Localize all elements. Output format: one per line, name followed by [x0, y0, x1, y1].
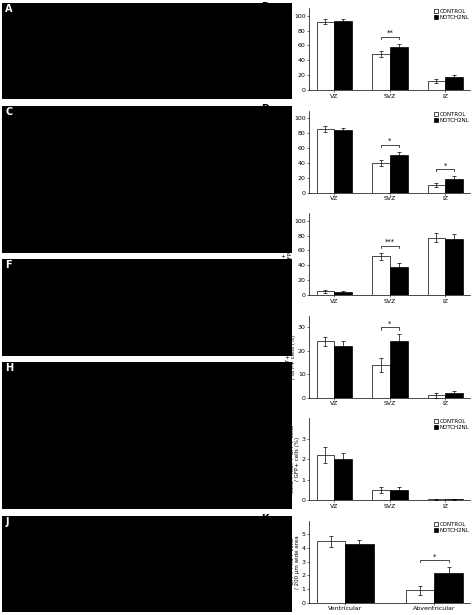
- Bar: [334, 459, 352, 500]
- Text: G: G: [261, 309, 269, 319]
- Bar: [428, 81, 445, 90]
- Text: J: J: [5, 517, 9, 526]
- Bar: [406, 590, 435, 603]
- Bar: [372, 490, 390, 500]
- Text: I: I: [261, 411, 264, 422]
- Bar: [317, 292, 334, 295]
- Bar: [317, 541, 345, 603]
- Text: A: A: [5, 4, 13, 14]
- Y-axis label: Ki67+ GFP+ cells
/ GFP+ cells (%): Ki67+ GFP+ cells / GFP+ cells (%): [282, 128, 293, 176]
- Bar: [428, 185, 445, 192]
- Text: *: *: [444, 162, 447, 169]
- Bar: [428, 499, 445, 500]
- Legend: CONTROL, NOTCH2NL: CONTROL, NOTCH2NL: [433, 419, 470, 430]
- Y-axis label: Ki67- BrdU+ GFP+ cells
/ BrdU+ GFP+ cells (%): Ki67- BrdU+ GFP+ cells / BrdU+ GFP+ cell…: [282, 222, 293, 287]
- Bar: [317, 341, 334, 398]
- Bar: [390, 156, 408, 192]
- Bar: [317, 22, 334, 90]
- Legend: CONTROL, NOTCH2NL: CONTROL, NOTCH2NL: [433, 111, 470, 123]
- Y-axis label: PCNA+ GFP+ cells /
GFP+ cells (%): PCNA+ GFP+ cells / GFP+ cells (%): [282, 22, 293, 76]
- Bar: [428, 238, 445, 295]
- Text: K: K: [261, 514, 268, 524]
- Bar: [428, 395, 445, 398]
- Bar: [334, 130, 352, 192]
- Text: C: C: [5, 107, 12, 117]
- Text: H: H: [5, 363, 13, 373]
- Y-axis label: Tbr2+ Ki67+ GFP+ cells
/ GFP+ cells (%): Tbr2+ Ki67+ GFP+ cells / GFP+ cells (%): [286, 323, 296, 390]
- Text: ***: ***: [385, 239, 395, 245]
- Bar: [445, 77, 463, 90]
- Text: E: E: [261, 207, 267, 216]
- Bar: [445, 393, 463, 398]
- Bar: [372, 54, 390, 90]
- Bar: [334, 21, 352, 90]
- Bar: [317, 455, 334, 500]
- Bar: [390, 47, 408, 90]
- Legend: CONTROL, NOTCH2NL: CONTROL, NOTCH2NL: [433, 522, 470, 533]
- Text: **: **: [386, 30, 393, 36]
- Bar: [445, 239, 463, 295]
- Text: *: *: [433, 554, 436, 560]
- Text: *: *: [388, 138, 392, 144]
- Text: B: B: [261, 2, 268, 12]
- Bar: [334, 346, 352, 398]
- Bar: [345, 544, 374, 603]
- Bar: [372, 163, 390, 192]
- Bar: [435, 573, 463, 603]
- Bar: [334, 292, 352, 295]
- Bar: [445, 180, 463, 192]
- Y-axis label: Sox2+ Ki67+ GFP+ cells
/ GFP+ cells (%): Sox2+ Ki67+ GFP+ cells / GFP+ cells (%): [290, 425, 301, 493]
- Legend: CONTROL, NOTCH2NL: CONTROL, NOTCH2NL: [433, 9, 470, 21]
- Bar: [372, 365, 390, 398]
- Bar: [317, 129, 334, 192]
- Bar: [445, 499, 463, 500]
- Bar: [390, 490, 408, 500]
- Bar: [390, 341, 408, 398]
- Y-axis label: GFP+ PH3+ cells
/ 200 μm wide area: GFP+ PH3+ cells / 200 μm wide area: [290, 535, 301, 589]
- Bar: [372, 256, 390, 295]
- Text: *: *: [388, 320, 392, 327]
- Bar: [390, 267, 408, 295]
- Text: F: F: [5, 260, 12, 270]
- Text: D: D: [261, 104, 269, 114]
